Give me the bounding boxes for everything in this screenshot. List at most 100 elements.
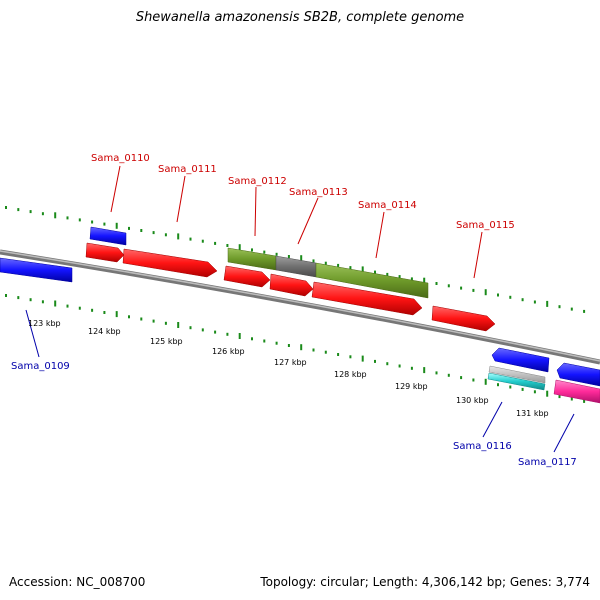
gene-sama-0111[interactable] — [122, 248, 218, 278]
genome-stats: Topology: circular; Length: 4,306,142 bp… — [260, 575, 590, 589]
tick-mark — [287, 255, 290, 258]
tick-mark — [5, 294, 7, 297]
rna-segment-gray[interactable] — [275, 255, 317, 278]
tick-mark — [324, 350, 327, 354]
tick-mark — [29, 298, 32, 302]
tick-mark — [361, 266, 364, 273]
tick-mark — [17, 208, 20, 212]
gene-sama-0117[interactable] — [553, 379, 600, 404]
tick-mark — [103, 222, 106, 226]
tick-mark — [214, 241, 217, 245]
tick-mark — [423, 367, 426, 374]
tick-mark — [275, 341, 278, 345]
tick-mark — [91, 220, 94, 224]
tick-mark — [497, 293, 499, 297]
tick-mark — [361, 355, 364, 362]
tick-mark — [447, 284, 450, 288]
accession-label: Accession: — [9, 575, 73, 589]
tick-mark — [386, 272, 389, 276]
tick-mark — [91, 308, 94, 312]
label-sama-0116[interactable]: Sama_0116 — [453, 441, 512, 452]
tick-mark — [410, 366, 413, 370]
tick-mark — [78, 218, 81, 222]
inner-features — [487, 365, 600, 404]
leader-sama-0114 — [375, 211, 385, 259]
scale-label-124: 124 kbp — [88, 327, 121, 336]
rna-segment-green-2[interactable] — [315, 262, 429, 299]
scale-label-129: 129 kbp — [395, 382, 428, 391]
tick-mark — [509, 385, 512, 389]
scale-label-126: 126 kbp — [212, 347, 245, 356]
accession-info: Accession: NC_008700 — [9, 575, 145, 589]
tick-mark — [324, 261, 327, 265]
gene-sama-0110[interactable] — [89, 226, 127, 246]
tick-mark — [152, 319, 155, 323]
tick-mark — [164, 321, 167, 325]
tick-mark — [521, 298, 524, 302]
label-sama-0113[interactable]: Sama_0113 — [289, 187, 348, 198]
tick-mark — [152, 231, 155, 235]
leader-sama-0115 — [473, 231, 483, 279]
top-label-leaders — [110, 165, 483, 279]
forward-strand — [85, 242, 496, 332]
leader-sama-0109 — [25, 309, 40, 358]
gene-sama-0117-top[interactable] — [556, 362, 600, 387]
leader-sama-0112 — [254, 186, 257, 237]
tick-mark — [546, 300, 549, 307]
tick-mark — [398, 275, 401, 279]
label-sama-0112[interactable]: Sama_0112 — [228, 176, 287, 187]
tick-mark — [128, 226, 130, 230]
outer-tick-row — [5, 206, 586, 313]
label-sama-0117[interactable]: Sama_0117 — [518, 457, 577, 468]
label-sama-0111[interactable]: Sama_0111 — [158, 164, 217, 175]
tick-mark — [251, 337, 253, 341]
label-sama-0109[interactable]: Sama_0109 — [11, 361, 70, 372]
label-sama-0114[interactable]: Sama_0114 — [358, 200, 417, 211]
scale-label-130: 130 kbp — [456, 396, 489, 405]
tick-mark — [312, 348, 315, 352]
tick-mark — [337, 263, 340, 267]
length-label: Length: — [372, 575, 419, 589]
tick-mark — [447, 373, 450, 377]
tick-mark — [140, 229, 143, 232]
tick-mark — [472, 288, 475, 292]
bottom-gene-labels: Sama_0109 Sama_0116 Sama_0117 — [11, 361, 577, 468]
gene-sama-0109[interactable] — [0, 257, 73, 283]
tick-mark — [66, 216, 69, 220]
tick-mark — [460, 376, 463, 380]
tick-mark — [570, 397, 573, 401]
map-title: Shewanella amazonensis SB2B, complete ge… — [135, 10, 465, 25]
rna-features — [227, 247, 429, 299]
scale-label-128: 128 kbp — [334, 370, 367, 379]
tick-mark — [263, 339, 266, 343]
tick-mark — [398, 364, 401, 368]
accession-value: NC_008700 — [76, 575, 146, 589]
scale-label-123: 123 kbp — [28, 319, 61, 328]
label-sama-0115[interactable]: Sama_0115 — [456, 220, 515, 231]
tick-mark — [435, 282, 438, 285]
tick-mark — [300, 344, 303, 351]
gene-sama-0116[interactable] — [487, 372, 546, 391]
gene-sama-0113[interactable] — [269, 273, 314, 297]
gene-sama-0115[interactable] — [431, 305, 496, 332]
tick-mark — [497, 383, 499, 387]
tick-mark — [17, 296, 20, 300]
tick-mark — [300, 255, 303, 262]
gene-sama-0112[interactable] — [223, 265, 271, 288]
length-value: 4,306,142 bp — [421, 575, 502, 589]
gene-sama-0116-top[interactable] — [491, 347, 550, 373]
tick-mark — [201, 328, 204, 332]
label-sama-0110[interactable]: Sama_0110 — [91, 153, 150, 164]
tick-mark — [337, 353, 340, 356]
tick-mark — [374, 270, 376, 274]
scale-label-131: 131 kbp — [516, 409, 549, 418]
tick-mark — [263, 250, 266, 254]
tick-mark — [275, 252, 278, 256]
leader-sama-0117 — [553, 413, 575, 453]
gene-sama-0114[interactable] — [311, 281, 423, 316]
tick-mark — [78, 306, 81, 310]
tick-mark — [558, 395, 561, 399]
top-gene-labels: Sama_0110 Sama_0111 Sama_0112 Sama_0113 … — [91, 153, 515, 231]
gene-sama-0110-fwd[interactable] — [85, 242, 125, 263]
